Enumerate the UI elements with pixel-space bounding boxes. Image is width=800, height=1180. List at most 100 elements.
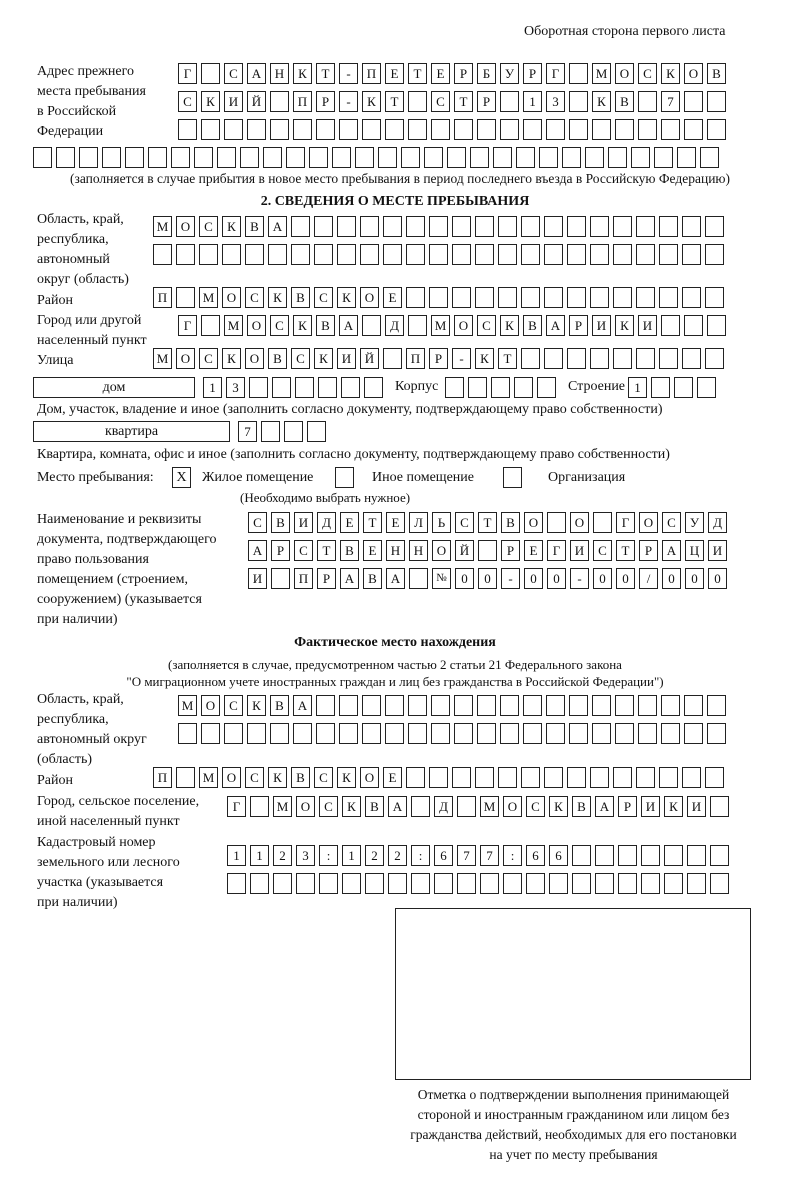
- char-cell[interactable]: -: [570, 568, 589, 589]
- char-cell[interactable]: 7: [480, 845, 499, 866]
- char-cell[interactable]: [697, 377, 716, 398]
- char-cell[interactable]: 0: [616, 568, 635, 589]
- char-cell[interactable]: 3: [226, 377, 245, 398]
- char-cell[interactable]: [682, 244, 701, 265]
- char-cell[interactable]: О: [245, 348, 264, 369]
- char-cell[interactable]: [365, 873, 384, 894]
- char-cell[interactable]: К: [592, 91, 611, 112]
- char-cell[interactable]: О: [639, 512, 658, 533]
- char-cell[interactable]: [452, 767, 471, 788]
- char-cell[interactable]: [636, 287, 655, 308]
- char-cell[interactable]: 6: [434, 845, 453, 866]
- char-cell[interactable]: П: [153, 287, 172, 308]
- char-cell[interactable]: :: [319, 845, 338, 866]
- char-cell[interactable]: [705, 244, 724, 265]
- char-cell[interactable]: [705, 287, 724, 308]
- char-cell[interactable]: Т: [498, 348, 517, 369]
- char-cell[interactable]: [385, 119, 404, 140]
- char-cell[interactable]: [408, 91, 427, 112]
- char-cell[interactable]: С: [199, 348, 218, 369]
- char-cell[interactable]: [569, 695, 588, 716]
- char-cell[interactable]: И: [248, 568, 267, 589]
- cadastre-row-2[interactable]: [227, 873, 729, 894]
- char-cell[interactable]: Л: [409, 512, 428, 533]
- char-cell[interactable]: Д: [317, 512, 336, 533]
- char-cell[interactable]: О: [222, 767, 241, 788]
- char-cell[interactable]: [385, 723, 404, 744]
- char-cell[interactable]: [383, 216, 402, 237]
- char-cell[interactable]: К: [549, 796, 568, 817]
- char-cell[interactable]: -: [339, 91, 358, 112]
- char-cell[interactable]: [250, 796, 269, 817]
- char-cell[interactable]: [286, 147, 305, 168]
- char-cell[interactable]: 3: [296, 845, 315, 866]
- char-cell[interactable]: [295, 377, 314, 398]
- char-cell[interactable]: 7: [457, 845, 476, 866]
- char-cell[interactable]: [431, 695, 450, 716]
- char-cell[interactable]: [546, 695, 565, 716]
- char-cell[interactable]: [314, 216, 333, 237]
- char-cell[interactable]: [408, 315, 427, 336]
- char-cell[interactable]: П: [406, 348, 425, 369]
- char-cell[interactable]: [521, 287, 540, 308]
- char-cell[interactable]: А: [247, 63, 266, 84]
- char-cell[interactable]: [431, 119, 450, 140]
- char-cell[interactable]: Т: [363, 512, 382, 533]
- char-cell[interactable]: [468, 377, 487, 398]
- char-cell[interactable]: О: [570, 512, 589, 533]
- char-cell[interactable]: С: [270, 315, 289, 336]
- char-cell[interactable]: [567, 216, 586, 237]
- house-type-box[interactable]: дом: [33, 377, 195, 398]
- char-cell[interactable]: 0: [547, 568, 566, 589]
- char-cell[interactable]: [457, 873, 476, 894]
- char-cell[interactable]: 7: [238, 421, 257, 442]
- char-cell[interactable]: [613, 767, 632, 788]
- char-cell[interactable]: [378, 147, 397, 168]
- char-cell[interactable]: Е: [431, 63, 450, 84]
- char-cell[interactable]: [33, 147, 52, 168]
- char-cell[interactable]: Т: [616, 540, 635, 561]
- char-cell[interactable]: С: [248, 512, 267, 533]
- char-cell[interactable]: [593, 512, 612, 533]
- char-cell[interactable]: [224, 119, 243, 140]
- char-cell[interactable]: Р: [569, 315, 588, 336]
- char-cell[interactable]: 1: [250, 845, 269, 866]
- char-cell[interactable]: [661, 119, 680, 140]
- char-cell[interactable]: 0: [593, 568, 612, 589]
- char-cell[interactable]: [148, 147, 167, 168]
- char-cell[interactable]: [454, 723, 473, 744]
- char-cell[interactable]: К: [247, 695, 266, 716]
- char-cell[interactable]: [339, 695, 358, 716]
- char-cell[interactable]: А: [546, 315, 565, 336]
- char-cell[interactable]: [475, 287, 494, 308]
- char-cell[interactable]: И: [708, 540, 727, 561]
- char-cell[interactable]: [337, 216, 356, 237]
- char-cell[interactable]: Е: [383, 767, 402, 788]
- char-cell[interactable]: [429, 216, 448, 237]
- char-cell[interactable]: [201, 63, 220, 84]
- char-cell[interactable]: П: [294, 568, 313, 589]
- char-cell[interactable]: Р: [316, 91, 335, 112]
- char-cell[interactable]: [707, 91, 726, 112]
- char-cell[interactable]: У: [685, 512, 704, 533]
- char-cell[interactable]: [592, 695, 611, 716]
- char-cell[interactable]: [562, 147, 581, 168]
- char-cell[interactable]: Т: [385, 91, 404, 112]
- char-cell[interactable]: В: [270, 695, 289, 716]
- char-cell[interactable]: [314, 244, 333, 265]
- char-cell[interactable]: [307, 421, 326, 442]
- char-cell[interactable]: А: [386, 568, 405, 589]
- char-cell[interactable]: О: [432, 540, 451, 561]
- char-cell[interactable]: [684, 695, 703, 716]
- char-cell[interactable]: [661, 315, 680, 336]
- char-cell[interactable]: [684, 91, 703, 112]
- char-cell[interactable]: [567, 244, 586, 265]
- char-cell[interactable]: В: [615, 91, 634, 112]
- char-cell[interactable]: [638, 723, 657, 744]
- char-cell[interactable]: С: [178, 91, 197, 112]
- char-cell[interactable]: К: [337, 767, 356, 788]
